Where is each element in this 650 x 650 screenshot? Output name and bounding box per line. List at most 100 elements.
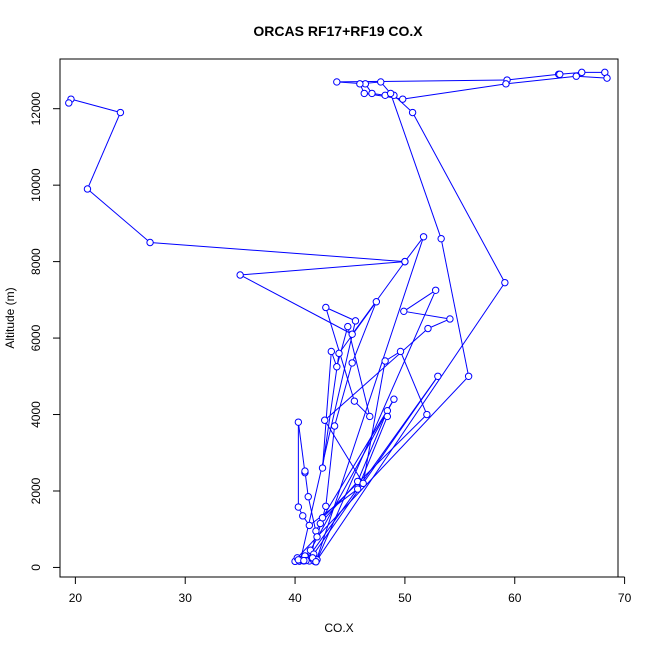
series-segment (324, 420, 364, 484)
data-point (318, 514, 327, 522)
data-point (146, 238, 154, 247)
x-axis-label: CO.X (324, 621, 353, 635)
series-segment (390, 93, 442, 239)
data-point (502, 80, 510, 88)
series-segment (87, 188, 151, 243)
x-tick-label: 50 (398, 591, 412, 605)
series-segment (440, 238, 470, 377)
series-segment (310, 398, 395, 551)
data-point (423, 410, 431, 419)
series-segment (325, 425, 336, 507)
y-tick-label: 12000 (29, 92, 43, 126)
series-segment (325, 307, 356, 322)
data-point (356, 80, 364, 88)
data-point (424, 324, 432, 333)
series-segment (240, 261, 405, 276)
series-segment (322, 351, 332, 469)
data-point (322, 303, 330, 312)
series-segment (70, 98, 121, 114)
marker-layer (65, 68, 611, 566)
series-segment (576, 75, 608, 79)
series-segment (322, 398, 395, 519)
data-point (437, 234, 445, 243)
series-segment (347, 326, 371, 417)
series-layer (68, 71, 608, 563)
data-point (381, 357, 389, 365)
series-segment (402, 83, 507, 100)
y-tick-label: 6000 (29, 324, 43, 351)
data-point (396, 347, 405, 356)
data-point (327, 347, 336, 356)
series-segment (400, 351, 428, 415)
series-segment (322, 353, 340, 469)
data-point (556, 70, 564, 78)
x-axis: 20 30 40 50 60 70 (69, 576, 632, 605)
series-segment (362, 360, 386, 484)
data-point (572, 72, 580, 80)
x-tick-label: 40 (288, 591, 302, 605)
data-point (318, 464, 327, 472)
data-point (359, 479, 367, 488)
series-segment (351, 261, 406, 335)
data-point (360, 89, 368, 98)
data-point (351, 317, 360, 325)
data-point (116, 108, 125, 117)
data-point (368, 89, 376, 98)
data-point (501, 278, 509, 287)
data-point (434, 372, 442, 380)
data-point (366, 412, 374, 421)
x-tick-label: 20 (69, 591, 83, 605)
data-point (344, 322, 352, 331)
series-segment (357, 410, 388, 482)
series-segment (316, 290, 437, 560)
data-point (312, 558, 320, 566)
data-point (294, 503, 303, 511)
data-point (294, 418, 303, 426)
data-point (350, 397, 359, 405)
data-point (401, 257, 409, 266)
data-point (236, 271, 244, 279)
data-point (390, 395, 398, 403)
data-point (321, 416, 329, 424)
x-tick-label: 60 (508, 591, 522, 605)
data-point (348, 359, 356, 367)
series-segment (404, 236, 424, 262)
y-axis: 0 2000 4000 6000 8000 10000 12000 (29, 92, 61, 571)
y-tick-label: 10000 (29, 168, 43, 202)
data-point (300, 556, 308, 565)
data-point (305, 521, 314, 530)
data-point (322, 502, 330, 510)
y-axis-label: Altitude (m) (3, 287, 17, 348)
series-segment (150, 241, 405, 263)
series-segment (297, 422, 306, 473)
series-segment (300, 320, 356, 560)
series-segment (315, 236, 425, 562)
data-point (333, 363, 341, 371)
data-point (65, 99, 73, 107)
data-point (330, 422, 339, 430)
y-tick-label: 2000 (29, 477, 43, 504)
y-tick-label: 8000 (29, 248, 43, 275)
data-point (446, 315, 454, 323)
y-tick-label: 4000 (29, 401, 43, 428)
data-point (578, 68, 586, 77)
series-segment (403, 289, 436, 312)
data-point (372, 298, 381, 306)
data-point (333, 78, 341, 86)
data-point (335, 349, 343, 358)
series-segment (336, 326, 349, 367)
series-segment (357, 416, 388, 490)
data-point (83, 185, 92, 193)
x-tick-label: 30 (179, 591, 193, 605)
series-segment (351, 301, 377, 364)
data-point (304, 493, 312, 501)
series-segment (505, 75, 577, 85)
x-tick-label: 70 (618, 591, 632, 605)
series-segment (412, 112, 506, 283)
series-segment (334, 362, 353, 427)
data-point (383, 412, 392, 421)
series-segment (403, 310, 451, 320)
data-point (603, 74, 611, 82)
data-point (377, 78, 385, 86)
data-point (353, 485, 362, 493)
